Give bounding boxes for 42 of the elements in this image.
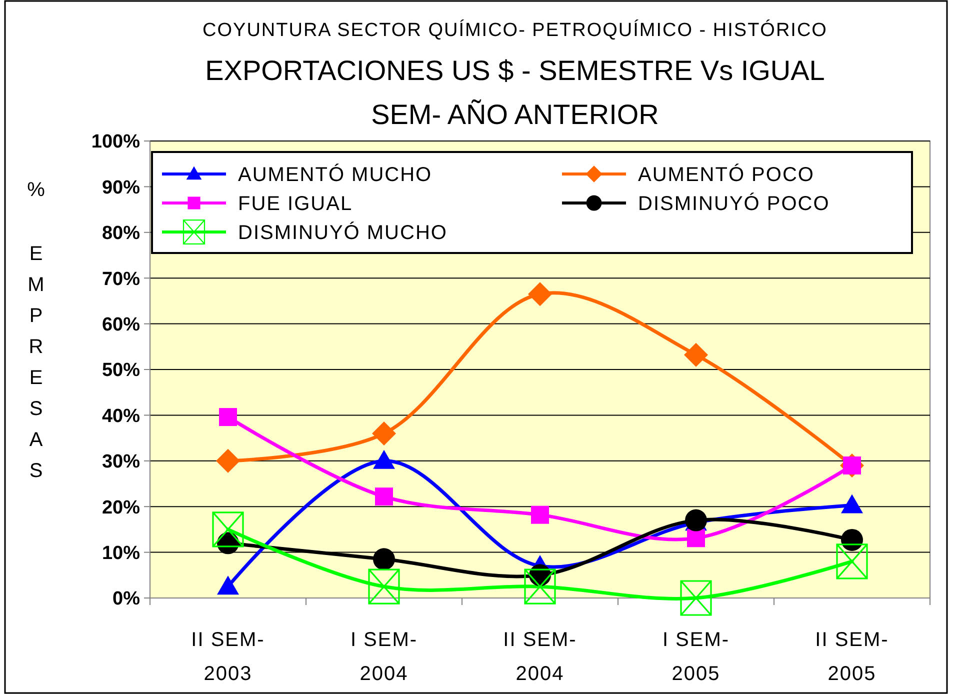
legend-label: DISMINUYÓ POCO — [638, 192, 830, 215]
point — [841, 528, 863, 551]
legend-label: AUMENTÓ MUCHO — [238, 163, 432, 186]
y-tick-label: 80% — [102, 223, 140, 244]
x-tick-label: II SEM- 2004 — [503, 629, 577, 685]
point — [836, 544, 868, 580]
x-tick-label: I SEM- 2005 — [662, 629, 730, 685]
point — [217, 576, 239, 595]
text: % EMPRESAS — [27, 179, 45, 482]
chart-subtitle: EXPORTACIONES US $ - SEMESTRE Vs IGUAL SEM- AÑO ANTERIOR — [205, 55, 825, 130]
point — [684, 342, 708, 367]
legend-label: FUE IGUAL — [238, 193, 353, 215]
y-tick-label: 70% — [102, 268, 140, 290]
x-tick-label: II SEM- 2005 — [815, 629, 889, 685]
y-tick-label: 40% — [102, 406, 140, 427]
y-tick-label: 60% — [102, 314, 140, 336]
y-tick-label: 30% — [102, 452, 140, 473]
y-tick-label: 90% — [102, 177, 140, 198]
point — [216, 448, 240, 473]
x-tick-label: II SEM- 2003 — [191, 629, 265, 685]
point — [524, 568, 556, 604]
x-tick-label: I SEM- 2004 — [350, 629, 418, 685]
chart-title: COYUNTURA SECTOR QUÍMICO- PETROQUÍMICO - HISTÓRICO — [202, 19, 828, 41]
point — [680, 580, 712, 616]
y-tick-label: 50% — [102, 360, 140, 382]
point — [373, 548, 395, 570]
point — [841, 494, 863, 514]
point — [375, 488, 393, 506]
point — [219, 408, 237, 426]
point — [687, 529, 705, 548]
point — [531, 506, 549, 524]
legend-label: DISMINUYÓ MUCHO — [238, 221, 448, 244]
point — [368, 568, 400, 604]
point — [528, 282, 552, 306]
y-tick-label: 0% — [112, 588, 140, 610]
y-tick-label: 100% — [91, 132, 140, 153]
point — [373, 450, 395, 469]
point — [212, 512, 244, 548]
y-tick-label: 10% — [102, 542, 140, 564]
point — [372, 421, 396, 446]
legend-label: AUMENTÓ POCO — [638, 163, 814, 186]
y-tick-label: 20% — [102, 497, 140, 518]
